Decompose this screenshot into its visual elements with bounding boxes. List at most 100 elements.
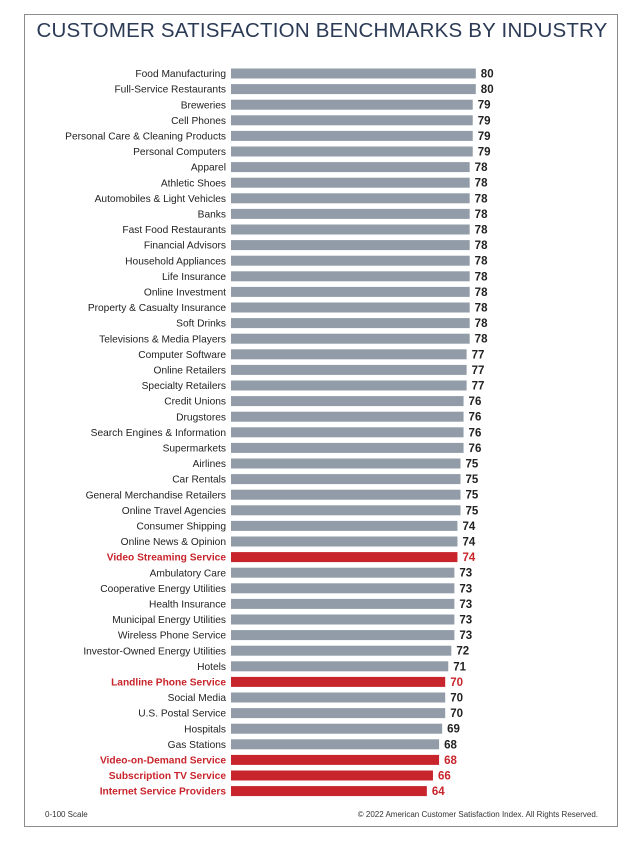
value-label-credit-unions: 76 <box>469 396 482 408</box>
category-label-gas-stations: Gas Stations <box>168 740 226 751</box>
category-label-food-manufacturing: Food Manufacturing <box>135 69 226 80</box>
category-label-fast-food-restaurants: Fast Food Restaurants <box>122 225 226 236</box>
category-label-online-investment: Online Investment <box>144 288 226 299</box>
value-label-household-appliances: 78 <box>475 256 488 268</box>
category-label-video-streaming-service: Video Streaming Service <box>107 553 227 564</box>
value-label-subscription-tv-service: 66 <box>438 771 451 783</box>
bar-soft-drinks <box>231 318 470 329</box>
bar-video-streaming-service <box>231 552 458 563</box>
category-label-athletic-shoes: Athletic Shoes <box>161 178 226 189</box>
value-label-municipal-energy-utilities: 73 <box>459 615 472 627</box>
category-label-credit-unions: Credit Unions <box>164 397 226 408</box>
bar-life-insurance <box>231 271 470 282</box>
bar-household-appliances <box>231 255 470 266</box>
value-label-supermarkets: 76 <box>469 443 482 455</box>
bar-gas-stations <box>231 739 440 750</box>
bar-specialty-retailers <box>231 380 467 391</box>
category-label-airlines: Airlines <box>193 459 226 470</box>
category-label-computer-software: Computer Software <box>138 350 226 361</box>
category-label-landline-phone-service: Landline Phone Service <box>111 678 226 689</box>
category-label-online-news-opinion: Online News & Opinion <box>121 537 226 548</box>
value-label-specialty-retailers: 77 <box>472 381 485 393</box>
value-label-personal-computers: 79 <box>478 147 491 159</box>
bar-property-casualty-insurance <box>231 302 470 313</box>
bar-full-service-restaurants <box>231 84 476 95</box>
value-label-hotels: 71 <box>453 661 466 673</box>
value-label-life-insurance: 78 <box>475 271 488 283</box>
category-label-banks: Banks <box>198 210 226 221</box>
bar-general-merchandise-retailers <box>231 489 461 500</box>
category-label-search-engines-information: Search Engines & Information <box>91 428 226 439</box>
category-label-hospitals: Hospitals <box>184 724 226 735</box>
value-label-consumer-shipping: 74 <box>462 521 475 533</box>
value-label-fast-food-restaurants: 78 <box>475 225 488 237</box>
value-label-video-streaming-service: 74 <box>462 552 475 564</box>
bar-drugstores <box>231 411 464 422</box>
bar-fast-food-restaurants <box>231 224 470 235</box>
bar-apparel <box>231 162 470 173</box>
value-label-video-on-demand-service: 68 <box>444 755 457 767</box>
value-label-soft-drinks: 78 <box>475 318 488 330</box>
value-label-apparel: 78 <box>475 162 488 174</box>
value-label-banks: 78 <box>475 209 488 221</box>
value-label-online-travel-agencies: 75 <box>466 505 479 517</box>
bar-internet-service-providers <box>231 786 427 797</box>
bar-subscription-tv-service <box>231 770 433 781</box>
bar-athletic-shoes <box>231 177 470 188</box>
value-label-gas-stations: 68 <box>444 739 457 751</box>
category-label-televisions-media-players: Televisions & Media Players <box>99 334 226 345</box>
value-label-automobiles-light-vehicles: 78 <box>475 193 488 205</box>
value-label-computer-software: 77 <box>472 349 485 361</box>
value-label-wireless-phone-service: 73 <box>459 630 472 642</box>
bar-computer-software <box>231 349 467 360</box>
bar-hotels <box>231 661 449 672</box>
category-label-cooperative-energy-utilities: Cooperative Energy Utilities <box>100 584 226 595</box>
bar-banks <box>231 208 470 219</box>
value-label-ambulatory-care: 73 <box>459 568 472 580</box>
bar-credit-unions <box>231 396 464 407</box>
value-label-personal-care-cleaning-products: 79 <box>478 131 491 143</box>
bar-cell-phones <box>231 115 473 126</box>
value-label-hospitals: 69 <box>447 724 460 736</box>
value-label-online-retailers: 77 <box>472 365 485 377</box>
bar-cooperative-energy-utilities <box>231 583 455 594</box>
category-label-specialty-retailers: Specialty Retailers <box>142 381 226 392</box>
category-label-video-on-demand-service: Video-on-Demand Service <box>100 756 226 767</box>
value-label-investor-owned-energy-utilities: 72 <box>456 646 469 658</box>
value-label-health-insurance: 73 <box>459 599 472 611</box>
bar-social-media <box>231 692 446 703</box>
bar-health-insurance <box>231 598 455 609</box>
category-label-general-merchandise-retailers: General Merchandise Retailers <box>86 490 226 501</box>
bar-airlines <box>231 458 461 469</box>
bar-wireless-phone-service <box>231 630 455 641</box>
category-label-full-service-restaurants: Full-Service Restaurants <box>114 85 226 96</box>
bar-online-news-opinion <box>231 536 458 547</box>
category-label-drugstores: Drugstores <box>176 412 226 423</box>
category-label-wireless-phone-service: Wireless Phone Service <box>118 631 226 642</box>
bar-personal-computers <box>231 146 473 157</box>
category-label-household-appliances: Household Appliances <box>125 256 226 267</box>
value-label-financial-advisors: 78 <box>475 240 488 252</box>
bar-online-retailers <box>231 364 467 375</box>
category-label-financial-advisors: Financial Advisors <box>144 241 226 252</box>
category-label-soft-drinks: Soft Drinks <box>176 319 226 330</box>
category-label-u-s-postal-service: U.S. Postal Service <box>138 709 226 720</box>
value-label-televisions-media-players: 78 <box>475 334 488 346</box>
value-label-car-rentals: 75 <box>466 474 479 486</box>
value-label-airlines: 75 <box>466 459 479 471</box>
value-label-food-manufacturing: 80 <box>481 69 494 81</box>
value-label-social-media: 70 <box>450 693 463 705</box>
category-label-hotels: Hotels <box>197 662 226 673</box>
value-label-cooperative-energy-utilities: 73 <box>459 583 472 595</box>
bar-ambulatory-care <box>231 567 455 578</box>
category-label-personal-computers: Personal Computers <box>133 147 226 158</box>
copyright-notice: © 2022 American Customer Satisfaction In… <box>357 810 598 819</box>
bar-search-engines-information <box>231 427 464 438</box>
category-label-personal-care-cleaning-products: Personal Care & Cleaning Products <box>65 132 226 143</box>
bar-breweries <box>231 99 473 110</box>
chart-title: CUSTOMER SATISFACTION BENCHMARKS BY INDU… <box>36 19 608 42</box>
bar-video-on-demand-service <box>231 754 440 765</box>
category-label-online-travel-agencies: Online Travel Agencies <box>122 506 226 517</box>
category-label-internet-service-providers: Internet Service Providers <box>100 787 227 798</box>
